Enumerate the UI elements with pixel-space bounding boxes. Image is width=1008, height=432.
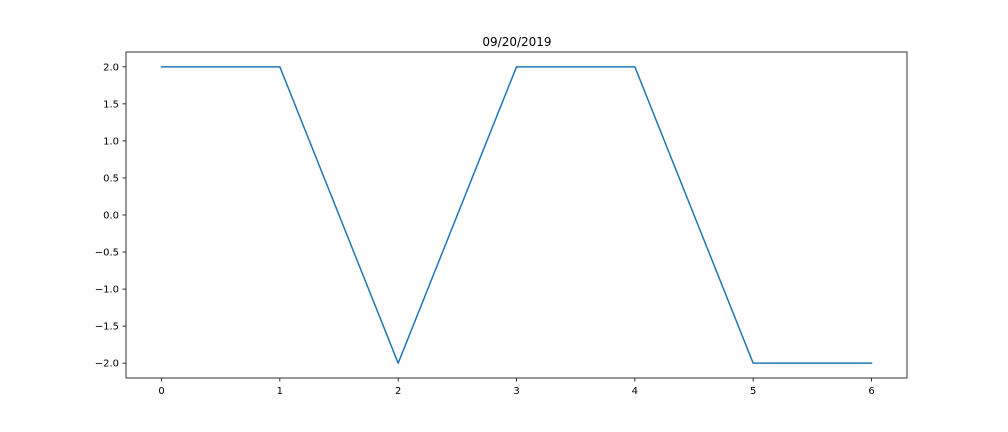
y-tick-label: −1.5 [95, 322, 119, 333]
axes-frame [125, 51, 908, 379]
y-tick-label: −1.0 [95, 285, 119, 296]
series-line [160, 66, 873, 364]
y-tick-label: −2.0 [95, 359, 119, 370]
x-tick-label: 3 [513, 386, 519, 397]
y-tick-label: 0.0 [103, 211, 119, 222]
x-tick-label: 4 [632, 386, 638, 397]
y-axis: 2.0 1.5 1.0 0.5 0.0 −0.5 −1.0 −1.5 −2.0 [95, 62, 126, 370]
x-tick-label: 1 [277, 386, 283, 397]
y-tick-label: 0.5 [103, 173, 119, 184]
x-tick-label: 6 [868, 386, 874, 397]
y-tick-label: −0.5 [95, 248, 119, 259]
y-tick-label: 1.5 [103, 99, 119, 110]
chart-title: 09/20/2019 [482, 35, 551, 49]
x-tick-label: 0 [158, 386, 164, 397]
x-tick-label: 5 [750, 386, 756, 397]
x-axis: 0 1 2 3 4 5 6 [158, 378, 875, 397]
plot-area [160, 66, 873, 364]
y-tick-label: 2.0 [103, 62, 119, 73]
y-tick-label: 1.0 [103, 136, 119, 147]
x-tick-label: 2 [395, 386, 401, 397]
